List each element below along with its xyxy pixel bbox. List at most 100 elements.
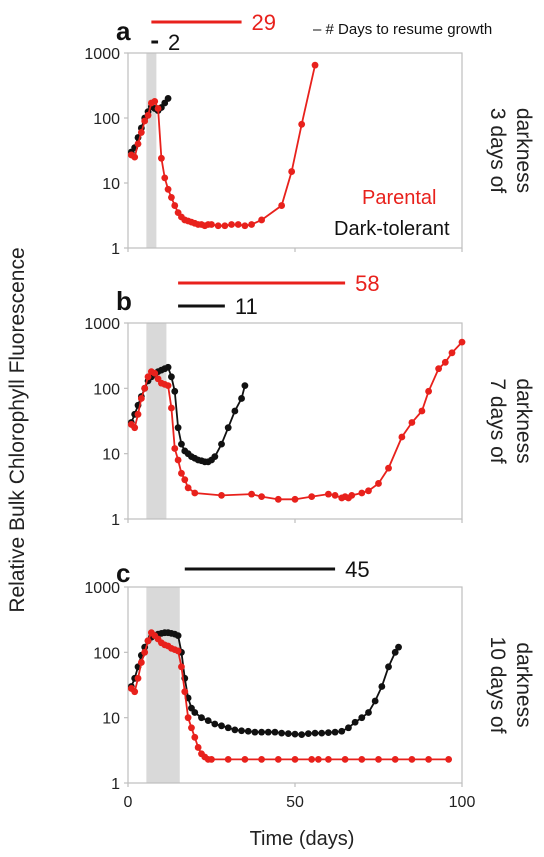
data-point-tolerant [264,728,272,736]
dark-period-shading [146,323,167,519]
data-point-parental [208,221,215,228]
data-point-parental [131,424,139,432]
y-tick-label: 10 [102,711,120,728]
data-point-tolerant [231,726,239,734]
data-point-parental [168,194,175,201]
data-point-parental [181,476,189,484]
data-point-parental [274,755,282,763]
data-point-parental [278,202,286,209]
data-point-parental [298,120,306,128]
data-point-parental [258,216,265,224]
data-point-parental [134,410,142,418]
series-line-parental [130,64,316,227]
data-point-tolerant [198,714,205,722]
data-point-tolerant [174,424,182,432]
data-point-tolerant [284,730,292,738]
data-point-parental [398,433,406,441]
data-point-parental [134,674,142,682]
data-point-parental [178,663,185,671]
data-point-tolerant [395,643,402,651]
data-point-tolerant [345,724,352,732]
data-point-tolerant [325,729,332,737]
darkness-label: darkness [512,108,535,193]
data-point-parental [234,221,242,228]
data-point-parental [425,387,432,395]
data-point-parental [224,755,232,763]
y-tick-label: 100 [93,381,120,398]
data-point-parental [274,495,282,503]
data-point-tolerant [358,714,366,722]
data-point-parental [311,61,319,69]
data-point-tolerant [238,395,245,402]
data-point-tolerant [391,648,399,656]
y-tick-label: 1000 [84,316,120,333]
data-point-parental [448,349,456,357]
data-point-parental [144,373,152,381]
data-point-parental [375,755,382,763]
data-point-tolerant [331,728,339,736]
data-point-tolerant [318,729,326,737]
data-point-tolerant [224,724,232,732]
data-point-parental [258,493,265,501]
data-point-parental [248,221,255,228]
data-point-tolerant [241,382,249,390]
data-point-tolerant [298,731,306,739]
data-point-tolerant [164,95,172,102]
data-point-parental [241,755,249,763]
data-point-tolerant [258,728,265,736]
recovery-days-tolerant: 45 [345,557,369,582]
data-point-parental [174,456,182,464]
data-point-parental [164,382,172,390]
data-point-tolerant [231,407,239,415]
data-point-parental [144,111,152,119]
data-point-parental [184,714,192,722]
data-point-tolerant [211,720,219,728]
recovery-days-parental: 58 [355,271,379,296]
data-point-parental [391,755,399,763]
panel-letter: c [116,558,130,588]
data-point-parental [141,117,149,125]
data-point-parental [325,755,332,763]
data-point-parental [131,688,139,696]
y-tick-label: 1000 [84,580,120,597]
data-point-parental [385,464,392,472]
data-point-parental [141,384,149,392]
y-tick-label: 10 [102,176,120,193]
data-point-parental [221,222,229,230]
data-point-parental [174,647,182,655]
y-tick-label: 1000 [84,46,120,63]
data-point-parental [158,154,165,162]
data-point-parental [171,202,179,209]
data-point-parental [435,365,443,373]
data-point-tolerant [371,697,379,705]
darkness-label: darkness [512,378,535,463]
recovery-days-tolerant: 2 [168,30,180,55]
data-point-parental [137,659,145,666]
data-point-parental [181,688,189,696]
data-point-parental [228,221,235,228]
data-point-parental [171,445,179,452]
data-point-parental [154,105,162,112]
data-point-parental [308,755,316,763]
data-point-parental [208,755,215,763]
data-point-parental [425,755,432,763]
y-axis-label: Relative Bulk Chlorophyll Fluorescence [6,247,29,612]
panel-c: 1 10 100 1000 0 50 100 c 10 days of darkness 45 [84,557,535,811]
data-point-tolerant [351,718,359,726]
data-point-tolerant [164,363,172,371]
legend-dark-tolerant: Dark-tolerant [334,218,450,240]
data-point-parental [137,129,145,136]
data-point-tolerant [251,728,259,736]
data-point-parental [151,98,159,105]
data-point-tolerant [365,709,372,716]
data-point-parental [248,490,255,498]
data-point-parental [418,407,426,415]
data-point-parental [131,153,139,161]
data-point-tolerant [191,709,199,716]
recovery-days-tolerant: 11 [235,294,258,319]
data-point-parental [314,755,322,763]
data-point-parental [291,755,299,763]
